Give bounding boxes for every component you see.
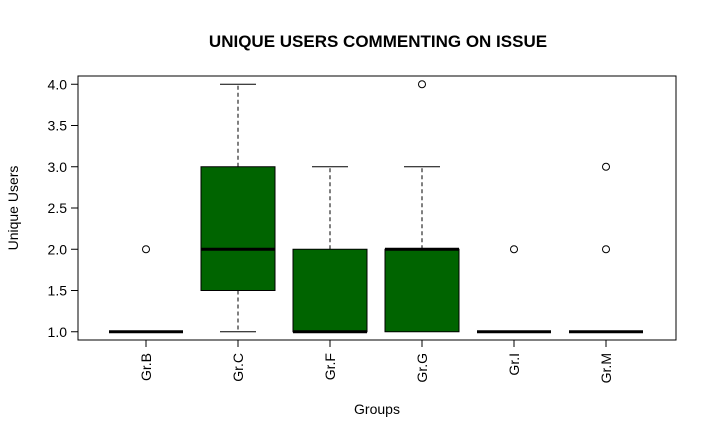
box-gr-m <box>569 162 643 334</box>
outlier-point <box>142 245 150 254</box>
x-tick-label: Gr.M <box>598 353 614 383</box>
y-tick-label: 2.0 <box>48 241 68 257</box>
y-tick-label: 3.5 <box>48 118 68 134</box>
outlier-point <box>418 80 426 89</box>
box-iqr <box>384 248 460 333</box>
x-tick-label: Gr.G <box>414 353 430 383</box>
box-gr-b <box>109 245 183 334</box>
box-gr-i <box>477 245 551 334</box>
box-group <box>109 80 643 334</box>
y-axis: 1.0 1.5 2.0 2.5 3.0 3.5 4.0 <box>48 76 79 340</box>
chart-title: UNIQUE USERS COMMENTING ON ISSUE <box>209 32 547 51</box>
box-gr-c <box>200 83 276 333</box>
outlier-point <box>602 245 610 254</box>
box-iqr <box>200 166 276 291</box>
x-tick-label: Gr.F <box>322 353 338 380</box>
outlier-point <box>510 245 518 254</box>
x-axis: Gr.B Gr.C Gr.F Gr.G Gr.I Gr.M <box>138 339 614 383</box>
y-tick-label: 2.5 <box>48 200 68 216</box>
x-tick-label: Gr.B <box>138 353 154 381</box>
y-axis-label: Unique Users <box>5 166 21 251</box>
outlier-point <box>602 162 610 171</box>
box-gr-g <box>384 80 460 333</box>
x-axis-label: Groups <box>354 401 400 417</box>
box-iqr <box>292 248 368 333</box>
x-tick-label: Gr.I <box>506 353 522 376</box>
y-tick-label: 4.0 <box>48 76 68 92</box>
y-tick-label: 1.0 <box>48 324 68 340</box>
plot-frame <box>77 75 677 341</box>
x-tick-label: Gr.C <box>230 353 246 382</box>
y-tick-label: 3.0 <box>48 159 68 175</box>
y-tick-label: 1.5 <box>48 283 68 299</box>
box-gr-f <box>292 166 368 334</box>
